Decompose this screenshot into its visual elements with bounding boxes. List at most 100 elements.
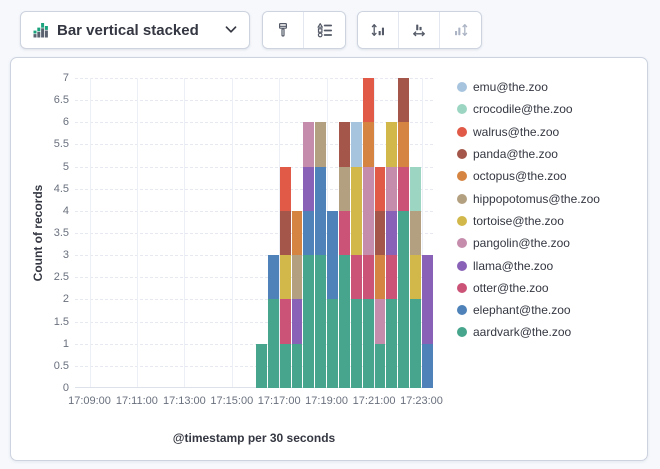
bar-segment[interactable] [374,343,386,388]
legend-item[interactable]: elephant@the.zoo [457,299,600,321]
axis-bottom-icon [411,22,427,38]
bar-segment[interactable] [362,299,374,388]
legend-color-dot [457,193,467,204]
legend-item[interactable]: walrus@the.zoo [457,121,600,143]
bar-segment[interactable] [291,255,303,300]
bar-segment[interactable] [291,210,303,256]
bar-segment[interactable] [350,255,362,300]
x-tick-label: 17:19:00 [305,395,348,407]
bar-segment[interactable] [350,122,362,167]
bar-segment[interactable] [386,166,398,211]
bar-segment[interactable] [362,255,374,300]
bar-segment[interactable] [374,299,386,344]
bar-segment[interactable] [422,343,433,388]
bar-segment[interactable] [386,255,398,300]
legend-item[interactable]: llama@the.zoo [457,254,600,276]
y-tick-label: 4.5 [53,182,69,195]
legend-item[interactable]: otter@the.zoo [457,277,600,299]
bar-segment[interactable] [350,299,362,388]
legend-label: emu@the.zoo [473,80,548,95]
bar-segment[interactable] [398,78,410,123]
vertical-gridline [89,78,91,388]
y-tick-label: 4 [62,204,69,217]
legend-item[interactable]: aardvark@the.zoo [457,321,600,343]
bar-segment[interactable] [362,78,374,123]
axis-left-icon [370,22,386,38]
legend-item[interactable]: panda@the.zoo [457,143,600,165]
bar-segment[interactable] [410,166,421,211]
bar-segment[interactable] [303,255,315,388]
bar-segment[interactable] [279,343,291,388]
horizontal-gridline [75,277,433,279]
bar-segment[interactable] [279,210,291,256]
bar-segment[interactable] [398,122,410,167]
bar-segment[interactable] [386,299,398,388]
bar-segment[interactable] [339,210,350,256]
vertical-gridline [326,78,328,388]
bar-segment[interactable] [362,166,374,256]
legend-item[interactable]: pangolin@the.zoo [457,232,600,254]
horizontal-gridline [75,166,433,168]
y-tick-label: 0 [62,382,69,394]
bar-segment[interactable] [386,210,398,256]
horizontal-gridline [75,233,433,234]
bar-segment[interactable] [267,255,279,300]
bar-segment[interactable] [291,343,303,388]
bar-segment[interactable] [303,210,315,256]
bar-segment[interactable] [303,166,315,211]
left-axis-button[interactable] [358,12,399,48]
legend-item[interactable]: crocodile@the.zoo [457,98,600,120]
bar-segment[interactable] [339,255,350,388]
bottom-axis-button[interactable] [399,12,440,48]
vertical-gridline [184,78,186,388]
legend-item[interactable]: octopus@the.zoo [457,165,600,187]
bar-segment[interactable] [386,122,398,167]
axis-button-group [357,11,482,49]
chart-type-dropdown[interactable]: Bar vertical stacked [20,11,250,49]
bar-segment[interactable] [374,166,386,211]
bar-segment[interactable] [410,255,421,300]
axis-right-icon [453,22,469,38]
legend-color-dot [457,171,467,182]
bar-segment[interactable] [339,122,350,167]
bar-segment[interactable] [398,210,410,388]
legend-item[interactable]: tortoise@the.zoo [457,210,600,232]
legend-item[interactable]: emu@the.zoo [457,76,600,98]
bar-segment[interactable] [350,166,362,256]
legend-color-dot [457,104,467,115]
bar-segment[interactable] [291,299,303,344]
bar-segment[interactable] [279,166,291,211]
bar-segment[interactable] [327,299,338,388]
bar-segment[interactable] [374,255,386,300]
visualization-panel: Count of records 0 0.5 1 1.5 2 2.5 3 3.5 4 4.5 5 5.… [10,57,648,461]
legend-label: tortoise@the.zoo [473,213,564,228]
legend-label: otter@the.zoo [473,280,549,295]
bar-segment[interactable] [327,210,338,300]
bar-segment[interactable] [398,166,410,211]
bar-segment[interactable] [315,166,327,256]
bar-segment[interactable] [303,122,315,167]
visual-options-button[interactable] [263,12,304,48]
bar-segment[interactable] [279,299,291,344]
bar-segment[interactable] [422,255,433,344]
bar-segment[interactable] [374,210,386,256]
legend-label: crocodile@the.zoo [473,102,573,117]
legend-options-button[interactable] [304,12,345,48]
plot-area [75,78,433,388]
legend-label: hippopotomus@the.zoo [473,191,600,206]
y-tick-label: 1 [62,337,69,350]
vertical-gridline [279,78,281,388]
y-tick-label: 3 [62,249,69,262]
bar-segment[interactable] [410,210,421,256]
legend-item[interactable]: hippopotomus@the.zoo [457,187,600,209]
bar-segment[interactable] [315,255,327,388]
bar-segment[interactable] [339,166,350,211]
bar-segment[interactable] [362,122,374,167]
legend-label: panda@the.zoo [473,147,558,162]
bar-segment[interactable] [315,122,327,167]
bar-segment[interactable] [410,299,421,388]
bar-segment[interactable] [267,299,279,388]
bar-segment[interactable] [279,255,291,300]
right-axis-button [440,12,481,48]
bar-segment[interactable] [256,343,267,388]
